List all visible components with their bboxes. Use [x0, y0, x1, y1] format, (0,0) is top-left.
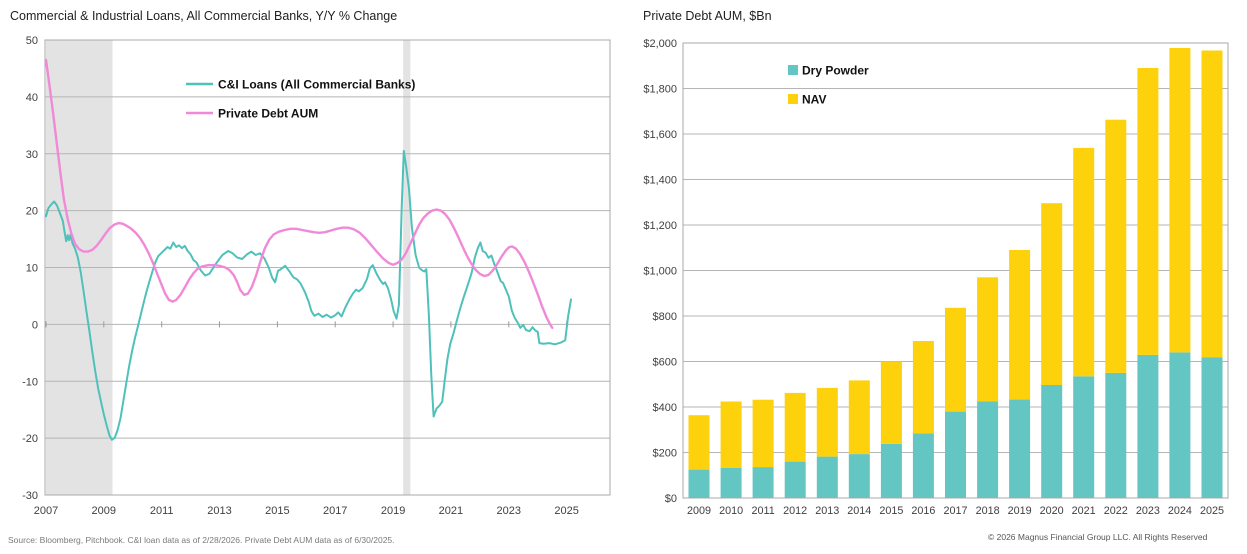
bar-dry-powder-2017	[945, 411, 966, 498]
legend-swatch-nav	[788, 94, 798, 104]
bar-nav-2022	[1105, 119, 1127, 373]
bar-dry-powder-2025	[1201, 357, 1223, 498]
x-axis-label: 2014	[847, 505, 871, 517]
y-axis-label: -10	[22, 376, 38, 388]
x-axis-label: 2021	[439, 505, 463, 517]
y-axis-label: -20	[22, 433, 38, 445]
bar-dry-powder-2014	[848, 454, 870, 498]
bar-nav-2012	[784, 392, 806, 462]
bar-dry-powder-2010	[720, 467, 742, 498]
x-axis-label: 2025	[1200, 505, 1224, 517]
bar-nav-2020	[1041, 203, 1063, 385]
bar-dry-powder-2011	[752, 467, 774, 498]
y-axis-label: $0	[665, 493, 677, 505]
x-axis-label: 2025	[554, 505, 578, 517]
x-axis-label: 2017	[323, 505, 347, 517]
bar-nav-2015	[880, 361, 902, 444]
x-axis-label: 2018	[976, 505, 1000, 517]
x-axis-label: 2009	[687, 505, 711, 517]
y-axis-label: 50	[26, 35, 38, 47]
y-axis-label: 40	[26, 92, 38, 104]
x-axis-label: 2017	[943, 505, 967, 517]
legend-label-dry-powder: Dry Powder	[802, 64, 869, 78]
bar-nav-2018	[977, 277, 999, 402]
private-debt-aum-bar-chart: 2009 2010 2011 2012 2013 2014 2015 2016 2017 2018…	[643, 38, 1229, 517]
bar-nav-2013	[816, 387, 838, 457]
bar-nav-2023	[1137, 68, 1159, 355]
private-debt-aum-chart-title: Private Debt AUM, $Bn	[643, 9, 772, 23]
y-axis-label: $1,400	[643, 175, 677, 187]
bar-nav-2017	[945, 307, 966, 412]
bar-dry-powder-2019	[1009, 399, 1031, 498]
y-axis-label: 10	[26, 263, 38, 275]
bar-nav-2010	[720, 401, 742, 468]
x-axis-label: 2013	[207, 505, 231, 517]
bar-dry-powder-2024	[1169, 352, 1191, 498]
y-axis-label: $1,600	[643, 129, 677, 141]
bar-dry-powder-2022	[1105, 372, 1127, 498]
ci-loans-line-chart: -30 -20 -10 0 10 20 30 40 50 2007 2009 2011 2013 2015…	[22, 35, 611, 517]
bar-dry-powder-2012	[784, 461, 806, 498]
x-axis-label: 2019	[1008, 505, 1032, 517]
x-axis-label: 2015	[879, 505, 903, 517]
x-axis-label: 2013	[815, 505, 839, 517]
x-axis-label: 2007	[34, 505, 58, 517]
source-note: Source: Bloomberg, Pitchbook. C&I loan d…	[8, 535, 395, 545]
y-axis-label: $2,000	[643, 38, 677, 50]
bar-dry-powder-2015	[880, 443, 902, 498]
y-axis-label: $200	[653, 448, 677, 460]
bar-nav-2024	[1169, 48, 1191, 353]
x-axis-label: 2012	[783, 505, 807, 517]
x-axis-label: 2010	[719, 505, 743, 517]
plot-border	[682, 42, 1229, 499]
ci-loans-series-line	[45, 149, 572, 441]
x-axis-label: 2023	[497, 505, 521, 517]
bar-nav-2019	[1009, 250, 1031, 400]
x-axis-label: 2020	[1040, 505, 1064, 517]
x-axis-label: 2011	[150, 505, 174, 517]
y-axis-label: 0	[32, 319, 38, 331]
plot-border	[44, 39, 611, 496]
y-axis-label: $1,000	[643, 266, 677, 278]
y-axis-label: $1,800	[643, 84, 677, 96]
bar-dry-powder-2009	[688, 469, 710, 498]
bar-dry-powder-2013	[816, 456, 838, 498]
bar-dry-powder-2020	[1041, 384, 1063, 498]
bar-nav-2014	[848, 380, 870, 455]
bar-dry-powder-2021	[1073, 376, 1095, 498]
bar-nav-2011	[752, 399, 774, 467]
ci-loans-chart-title: Commercial & Industrial Loans, All Comme…	[10, 9, 398, 23]
y-axis-label: $1,200	[643, 220, 677, 232]
bar-nav-2021	[1073, 147, 1095, 377]
legend-label-private-debt-aum: Private Debt AUM	[218, 107, 318, 121]
private-debt-aum-series-line	[44, 58, 554, 329]
x-axis-label: 2016	[911, 505, 935, 517]
x-axis-label: 2022	[1104, 505, 1128, 517]
x-axis-label: 2009	[92, 505, 116, 517]
x-axis-label: 2015	[265, 505, 289, 517]
x-axis-label: 2019	[381, 505, 405, 517]
legend-swatch-dry-powder	[788, 65, 798, 75]
x-axis-label: 2024	[1168, 505, 1192, 517]
y-axis-label: 30	[26, 149, 38, 161]
bar-nav-2009	[688, 415, 710, 470]
x-axis-label: 2023	[1136, 505, 1160, 517]
y-axis-label: $800	[653, 311, 677, 323]
bar-nav-2016	[912, 341, 934, 434]
y-axis-label: $400	[653, 402, 677, 414]
bar-dry-powder-2016	[912, 433, 934, 498]
x-axis-label: 2021	[1072, 505, 1096, 517]
y-axis-label: $600	[653, 357, 677, 369]
x-axis-label: 2011	[751, 505, 774, 517]
bar-dry-powder-2018	[977, 401, 999, 498]
y-axis-label: -30	[22, 490, 38, 502]
bar-nav-2025	[1201, 50, 1223, 358]
y-axis-label: 20	[26, 206, 38, 218]
copyright-note: © 2026 Magnus Financial Group LLC. All R…	[988, 532, 1208, 542]
legend-label-ci-loans: C&I Loans (All Commercial Banks)	[218, 78, 415, 92]
bar-dry-powder-2023	[1137, 354, 1159, 498]
legend-label-nav: NAV	[802, 93, 826, 107]
